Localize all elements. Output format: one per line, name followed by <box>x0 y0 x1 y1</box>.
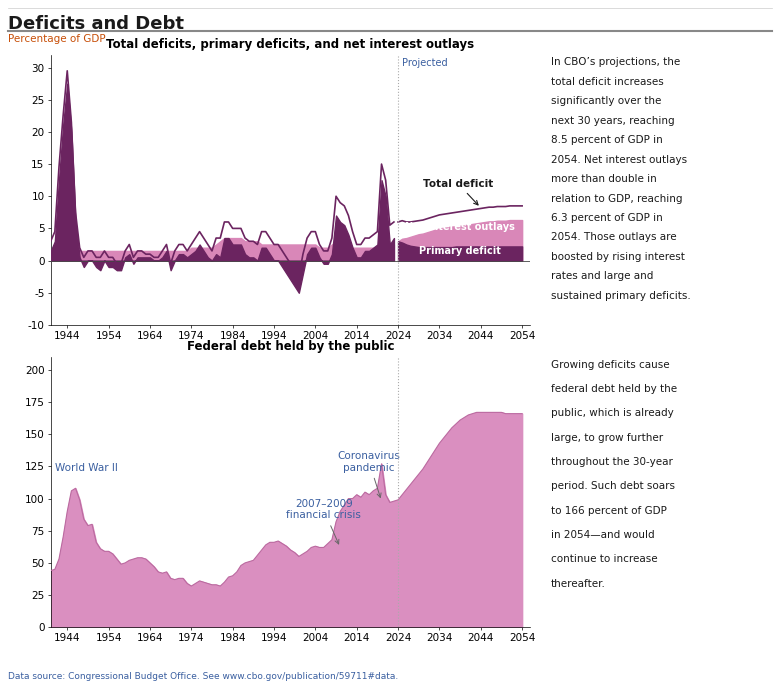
Text: Primary deficit: Primary deficit <box>419 246 501 256</box>
Text: significantly over the: significantly over the <box>551 96 661 106</box>
Text: throughout the 30-year: throughout the 30-year <box>551 457 672 467</box>
Text: federal debt held by the: federal debt held by the <box>551 384 677 394</box>
Text: Projected: Projected <box>402 58 448 68</box>
Text: continue to increase: continue to increase <box>551 554 658 564</box>
Text: rates and large and: rates and large and <box>551 272 653 281</box>
Text: Percentage of GDP: Percentage of GDP <box>8 34 105 44</box>
Text: sustained primary deficits.: sustained primary deficits. <box>551 291 690 301</box>
Text: 6.3 percent of GDP in: 6.3 percent of GDP in <box>551 213 662 223</box>
Text: public, which is already: public, which is already <box>551 408 673 419</box>
Text: Growing deficits cause: Growing deficits cause <box>551 360 669 370</box>
Text: 2054. Those outlays are: 2054. Those outlays are <box>551 233 676 243</box>
Text: World War II: World War II <box>55 463 118 473</box>
Text: In CBO’s projections, the: In CBO’s projections, the <box>551 57 680 68</box>
Text: next 30 years, reaching: next 30 years, reaching <box>551 116 674 126</box>
Text: Deficits and Debt: Deficits and Debt <box>8 15 184 33</box>
Text: more than double in: more than double in <box>551 174 656 184</box>
Text: 2054. Net interest outlays: 2054. Net interest outlays <box>551 155 686 165</box>
Text: to 166 percent of GDP: to 166 percent of GDP <box>551 505 666 516</box>
Text: Data source: Congressional Budget Office. See www.cbo.gov/publication/59711#data: Data source: Congressional Budget Office… <box>8 672 398 681</box>
Text: period. Such debt soars: period. Such debt soars <box>551 482 675 491</box>
Text: thereafter.: thereafter. <box>551 579 605 589</box>
Text: relation to GDP, reaching: relation to GDP, reaching <box>551 194 682 204</box>
Text: Total deficit: Total deficit <box>423 179 493 205</box>
Text: Coronavirus
pandemic: Coronavirus pandemic <box>338 451 401 497</box>
Text: Net interest outlays: Net interest outlays <box>405 222 515 232</box>
Text: 8.5 percent of GDP in: 8.5 percent of GDP in <box>551 135 662 145</box>
Text: large, to grow further: large, to grow further <box>551 433 663 443</box>
Text: in 2054—and would: in 2054—and would <box>551 530 654 540</box>
Title: Total deficits, primary deficits, and net interest outlays: Total deficits, primary deficits, and ne… <box>107 38 474 51</box>
Text: boosted by rising interest: boosted by rising interest <box>551 252 685 262</box>
Text: 2007–2009
financial crisis: 2007–2009 financial crisis <box>286 499 361 544</box>
Title: Federal debt held by the public: Federal debt held by the public <box>186 340 395 353</box>
Text: total deficit increases: total deficit increases <box>551 77 663 87</box>
